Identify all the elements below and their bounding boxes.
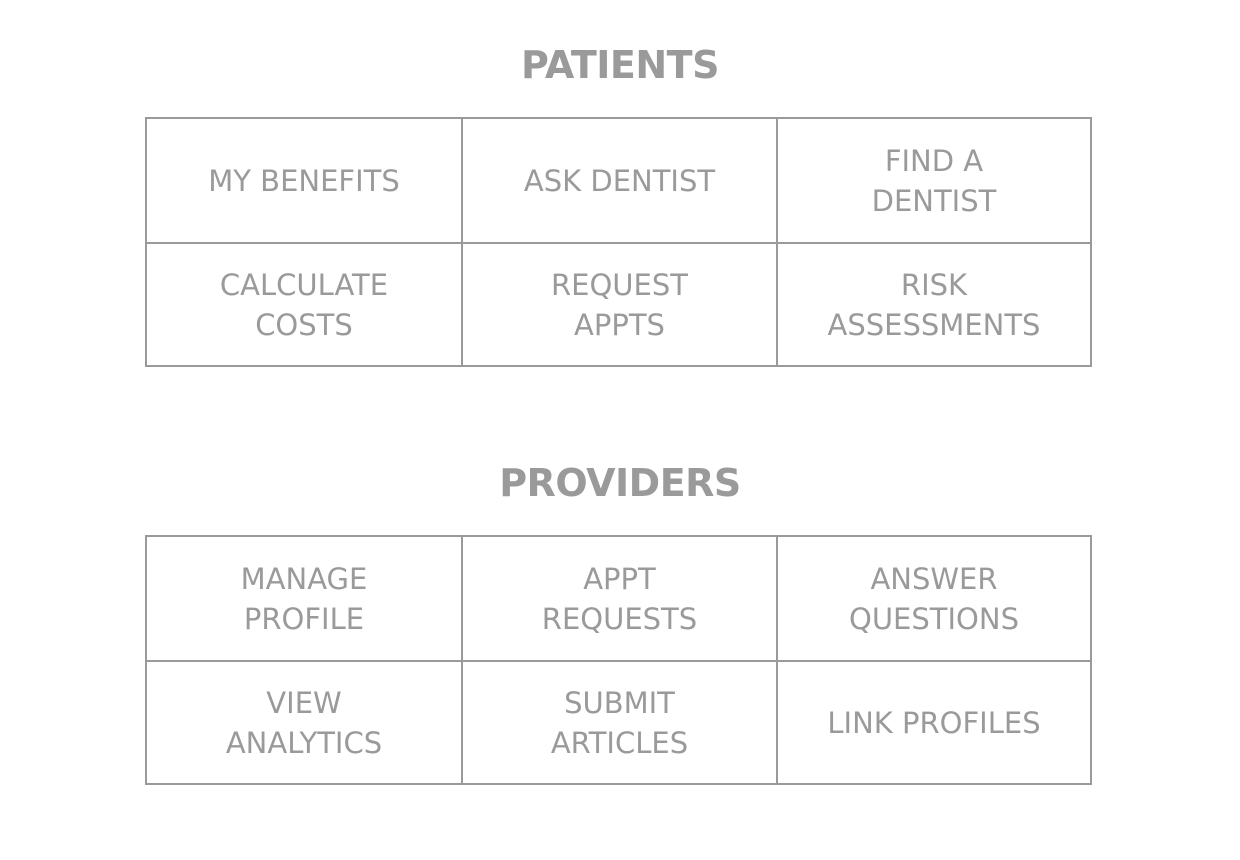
providers-menu-grid: MANAGE PROFILE APPT REQUESTS ANSWER QUES…	[145, 535, 1092, 785]
link-profiles-button[interactable]: LINK PROFILES	[776, 660, 1090, 783]
request-appts-button[interactable]: REQUEST APPTS	[461, 242, 776, 365]
appt-requests-button[interactable]: APPT REQUESTS	[461, 537, 776, 660]
patients-menu-grid: MY BENEFITS ASK DENTIST FIND A DENTIST C…	[145, 117, 1092, 367]
calculate-costs-button[interactable]: CALCULATE COSTS	[147, 242, 461, 365]
find-a-dentist-button[interactable]: FIND A DENTIST	[776, 119, 1090, 242]
manage-profile-button[interactable]: MANAGE PROFILE	[240, 561, 368, 636]
providers-section-title: PROVIDERS	[499, 461, 741, 505]
ask-dentist-button[interactable]: ASK DENTIST	[461, 119, 776, 242]
patients-section-title: PATIENTS	[521, 43, 719, 87]
submit-articles-button[interactable]: SUBMIT ARTICLES	[461, 660, 776, 783]
risk-assessments-button[interactable]: RISK ASSESSMENTS	[776, 242, 1090, 365]
my-benefits-button[interactable]: MY BENEFITS	[208, 163, 400, 198]
view-analytics-button[interactable]: VIEW ANALYTICS	[147, 660, 461, 783]
answer-questions-button[interactable]: ANSWER QUESTIONS	[776, 537, 1090, 660]
